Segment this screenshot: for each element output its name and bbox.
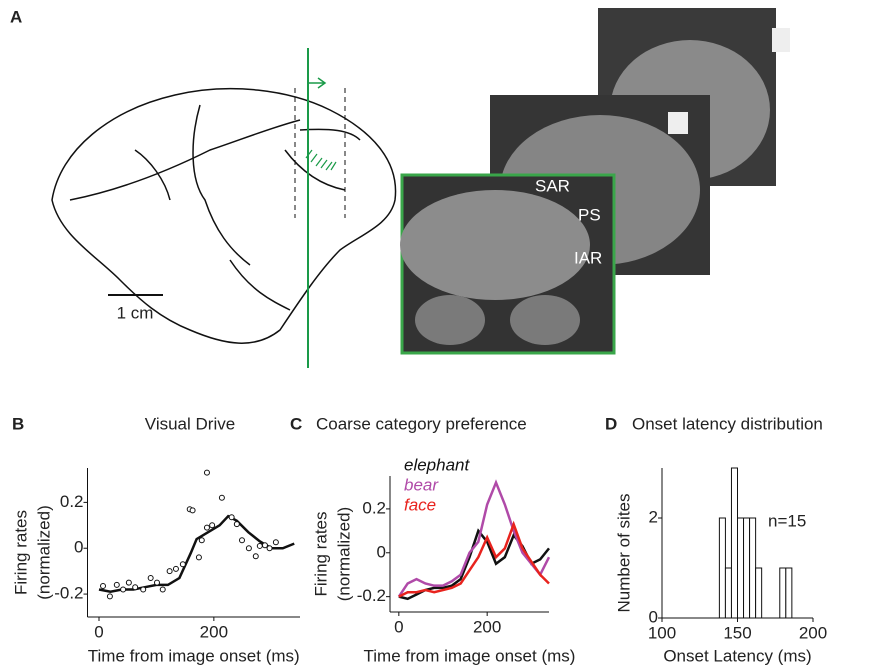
site-point bbox=[148, 576, 153, 581]
site-point bbox=[114, 582, 119, 587]
mri-label: PS bbox=[578, 205, 601, 224]
chart-title: Onset latency distribution bbox=[632, 414, 823, 433]
series-line bbox=[399, 524, 549, 596]
y-tick-label: -0.2 bbox=[357, 586, 386, 605]
site-point bbox=[126, 580, 131, 585]
y-axis-label: Firing rates bbox=[11, 510, 30, 595]
legend-label: face bbox=[404, 495, 436, 514]
x-tick-label: 0 bbox=[94, 622, 103, 641]
mri-label: IAR bbox=[574, 248, 602, 267]
chart-title: Coarse category preference bbox=[316, 414, 527, 433]
x-axis-label: Time from image onset (ms) bbox=[88, 646, 300, 665]
site-point bbox=[141, 587, 146, 592]
chart-title: Visual Drive bbox=[145, 414, 235, 433]
site-point bbox=[180, 562, 185, 567]
x-tick-label: 0 bbox=[394, 617, 403, 636]
site-point bbox=[246, 546, 251, 551]
y-tick-label: -0.2 bbox=[54, 584, 83, 603]
bar bbox=[719, 518, 725, 618]
site-point bbox=[262, 543, 267, 548]
y-tick-label: 2 bbox=[649, 507, 658, 526]
site-point bbox=[107, 594, 112, 599]
x-axis-label: Onset Latency (ms) bbox=[663, 646, 811, 665]
site-point bbox=[190, 508, 195, 513]
bar bbox=[756, 568, 762, 618]
legend-label: elephant bbox=[404, 455, 471, 474]
brain-sketch bbox=[52, 89, 396, 344]
site-point bbox=[204, 525, 209, 530]
bar bbox=[738, 518, 744, 618]
x-tick-label: 200 bbox=[799, 623, 827, 642]
bar bbox=[750, 518, 756, 618]
x-tick-label: 200 bbox=[473, 617, 501, 636]
site-point bbox=[154, 580, 159, 585]
site-point bbox=[133, 585, 138, 590]
mri-slices bbox=[400, 8, 790, 353]
site-point bbox=[210, 523, 215, 528]
site-point bbox=[273, 540, 278, 545]
site-point bbox=[267, 546, 272, 551]
bar bbox=[725, 568, 731, 618]
bar bbox=[744, 518, 750, 618]
site-point bbox=[239, 538, 244, 543]
bar bbox=[780, 568, 786, 618]
site-point bbox=[196, 555, 201, 560]
legend-label: bear bbox=[404, 475, 439, 494]
site-point bbox=[234, 522, 239, 527]
site-point bbox=[173, 566, 178, 571]
y-tick-label: 0 bbox=[74, 538, 83, 557]
site-point bbox=[121, 587, 126, 592]
site-point bbox=[229, 515, 234, 520]
site-point bbox=[257, 543, 262, 548]
panel-letter: C bbox=[290, 414, 302, 433]
x-tick-label: 150 bbox=[723, 623, 751, 642]
annotation: n=15 bbox=[768, 511, 806, 530]
scale-label: 1 cm bbox=[117, 303, 154, 322]
site-point bbox=[199, 538, 204, 543]
y-tick-label: 0.2 bbox=[362, 498, 386, 517]
arrow bbox=[308, 78, 325, 88]
y-axis-label: (normalized) bbox=[334, 507, 353, 601]
y-axis-label: Number of sites bbox=[614, 493, 633, 612]
y-axis-label: Firing rates bbox=[311, 511, 330, 596]
panel-letter: B bbox=[12, 414, 24, 433]
site-point bbox=[167, 569, 172, 574]
site-point bbox=[253, 554, 258, 559]
site-point bbox=[204, 470, 209, 475]
panel-letter: A bbox=[10, 7, 22, 26]
figure: A 1 cm SAR PS IAR BVisual Drive0200-0.20… bbox=[0, 0, 875, 667]
y-axis-label: (normalized) bbox=[34, 505, 53, 599]
site-point bbox=[160, 587, 165, 592]
x-axis-label: Time from image onset (ms) bbox=[364, 646, 576, 665]
site-point bbox=[101, 584, 106, 589]
mri-label: SAR bbox=[535, 176, 570, 195]
y-tick-label: 0 bbox=[649, 607, 658, 626]
y-tick-label: 0.2 bbox=[60, 492, 84, 511]
green-hatch bbox=[306, 150, 336, 170]
bar bbox=[786, 568, 792, 618]
panel-letter: D bbox=[605, 414, 617, 433]
x-tick-label: 200 bbox=[200, 622, 228, 641]
site-point bbox=[219, 495, 224, 500]
y-tick-label: 0 bbox=[377, 542, 386, 561]
bar bbox=[731, 468, 737, 618]
